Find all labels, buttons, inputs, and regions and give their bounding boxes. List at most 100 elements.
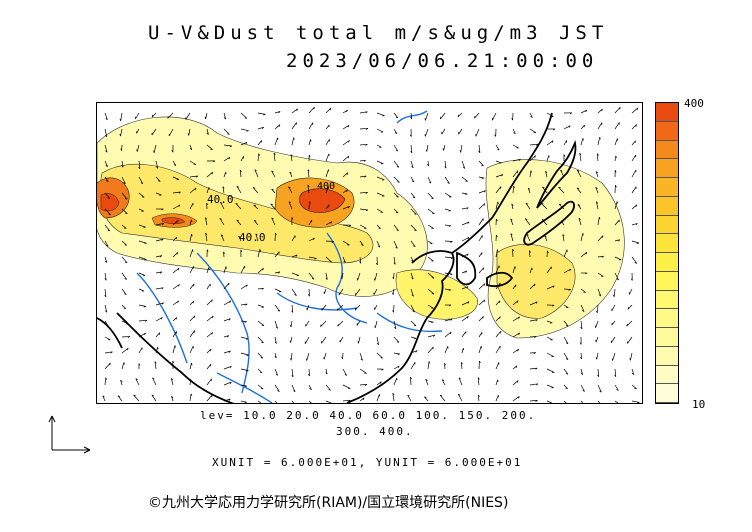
wind-arrow-head xyxy=(246,354,249,356)
wind-arrow xyxy=(524,218,531,226)
wind-arrow xyxy=(529,128,537,133)
wind-arrow xyxy=(597,137,601,146)
wind-arrow-head xyxy=(530,116,533,118)
wind-arrow xyxy=(475,128,480,137)
wind-arrow-head xyxy=(176,252,178,255)
wind-arrow xyxy=(121,304,127,309)
wind-arrow-head xyxy=(495,234,498,238)
wind-arrow-head xyxy=(568,125,571,128)
wind-arrow-head xyxy=(466,253,469,256)
wind-arrow xyxy=(223,381,232,386)
wind-arrow-head xyxy=(637,402,640,403)
wind-arrow xyxy=(291,288,297,296)
wind-arrow-head xyxy=(541,203,544,205)
wind-arrow-head xyxy=(141,196,145,198)
wind-arrow-head xyxy=(226,335,230,338)
wind-arrow xyxy=(631,240,640,244)
wind-arrow xyxy=(257,140,262,146)
wind-arrow-head xyxy=(378,227,381,229)
wind-arrow-head xyxy=(444,363,446,366)
wind-arrow-head xyxy=(394,326,397,330)
wind-arrow-head xyxy=(396,229,399,232)
wind-arrow-head xyxy=(514,266,516,269)
scale-swatch xyxy=(656,215,678,235)
wind-arrow-head xyxy=(483,190,486,193)
wind-arrow-head xyxy=(601,108,603,112)
wind-arrow-head xyxy=(104,260,108,263)
wind-arrow-head xyxy=(510,233,513,236)
wind-arrow xyxy=(120,380,123,386)
wind-arrow xyxy=(155,223,164,226)
wind-arrow xyxy=(133,394,140,402)
wind-arrow-head xyxy=(206,132,209,135)
wind-arrow-head xyxy=(467,237,470,240)
wind-arrow-head xyxy=(595,171,599,174)
wind-arrow xyxy=(104,336,111,341)
wind-arrow-head xyxy=(513,132,516,135)
wind-arrow xyxy=(512,170,519,178)
wind-arrow xyxy=(376,144,382,148)
wind-arrow-head xyxy=(225,266,227,269)
wind-arrow xyxy=(359,352,363,361)
wind-arrow xyxy=(563,288,571,290)
wind-arrow xyxy=(172,284,180,290)
wind-arrow xyxy=(410,362,416,370)
wind-arrow-head xyxy=(534,283,536,287)
wind-arrow xyxy=(257,287,264,290)
wind-arrow-head xyxy=(261,287,264,290)
wind-arrow-head xyxy=(535,301,538,304)
wind-arrow-head xyxy=(290,154,293,157)
coastline-layer xyxy=(97,112,577,403)
wind-arrow-head xyxy=(308,154,311,158)
wind-arrow-head xyxy=(138,166,141,170)
wind-arrow xyxy=(223,128,230,135)
wind-arrow xyxy=(236,186,242,194)
wind-arrow xyxy=(580,320,583,329)
wind-arrow xyxy=(597,235,604,242)
wind-arrow-head xyxy=(396,196,399,198)
wind-arrow xyxy=(104,192,111,199)
wind-arrow xyxy=(117,395,123,402)
wind-arrow xyxy=(478,316,484,322)
wind-arrow-head xyxy=(177,267,180,271)
wind-arrow-head xyxy=(517,349,519,352)
wind-arrow-head xyxy=(614,170,617,173)
wind-arrow xyxy=(354,304,361,311)
wind-arrow-head xyxy=(450,273,453,276)
wind-arrow-head xyxy=(123,182,126,185)
wind-arrow-head xyxy=(411,294,414,297)
wind-arrow xyxy=(614,219,620,226)
wind-arrow xyxy=(135,378,140,386)
wind-arrow xyxy=(121,362,125,370)
wind-arrow-head xyxy=(380,357,383,359)
wind-arrow-head xyxy=(277,309,280,312)
wind-arrow xyxy=(342,240,350,246)
wind-arrow-head xyxy=(458,377,461,380)
wind-arrow-head xyxy=(516,300,519,303)
wind-arrow xyxy=(410,350,418,354)
wind-arrow-head xyxy=(222,186,225,189)
wind-arrow xyxy=(410,377,412,386)
wind-arrow-head xyxy=(535,143,539,146)
wind-arrow xyxy=(631,186,637,194)
wind-arrow xyxy=(563,140,568,146)
wind-arrow-head xyxy=(346,172,349,176)
wind-arrow-head xyxy=(462,166,466,169)
wind-arrow xyxy=(223,365,232,370)
wind-arrow-head xyxy=(151,394,154,397)
scale-swatch xyxy=(656,290,678,310)
wind-arrow-head xyxy=(616,278,619,281)
wind-arrow xyxy=(223,266,227,274)
wind-arrow-head xyxy=(569,112,573,115)
wind-arrow xyxy=(358,336,361,344)
wind-arrow-head xyxy=(599,390,602,393)
wind-arrow xyxy=(155,160,159,169)
wind-arrow-head xyxy=(359,261,362,264)
wind-arrow xyxy=(136,144,140,152)
wind-arrow-head xyxy=(563,154,566,157)
wind-arrow-head xyxy=(260,357,264,359)
wind-arrow-head xyxy=(347,125,350,128)
wind-arrow-head xyxy=(161,223,165,226)
wind-arrow-head xyxy=(175,317,178,320)
wind-arrow xyxy=(461,160,466,169)
